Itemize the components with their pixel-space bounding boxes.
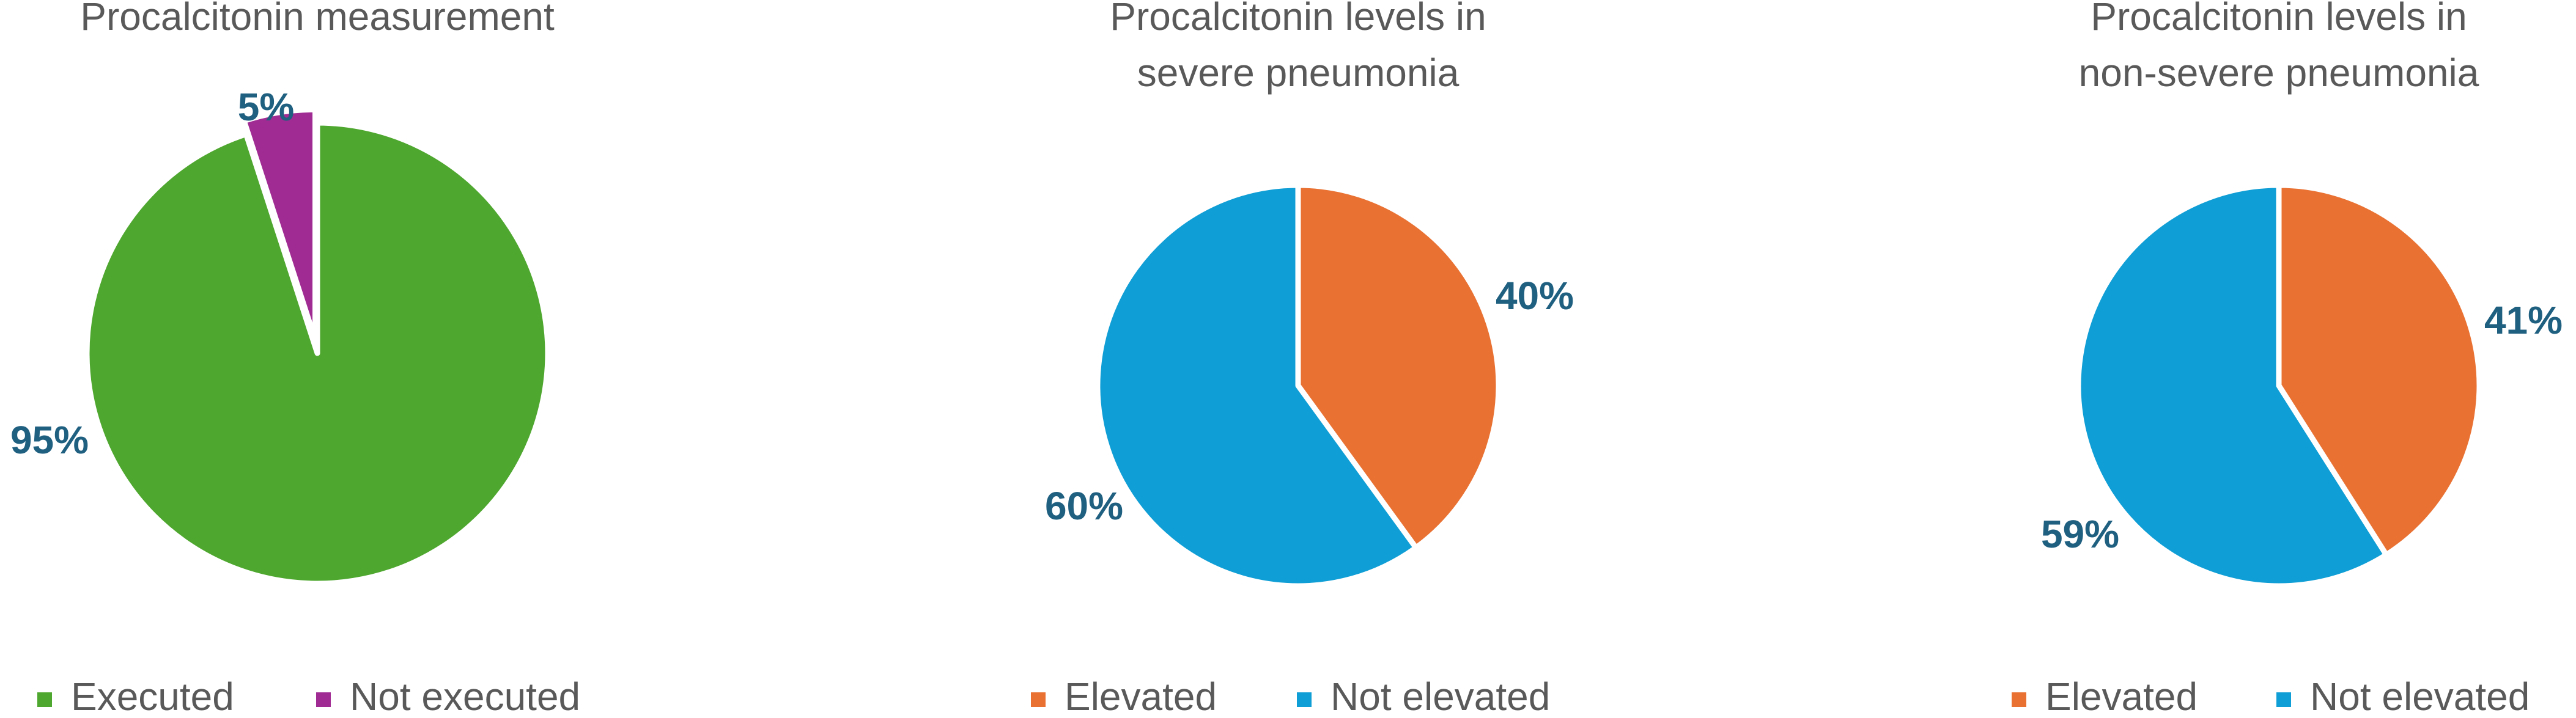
pie-slice: [1295, 182, 1502, 551]
data-label: 95%: [10, 418, 89, 462]
legend-marker: [1297, 692, 1312, 707]
pie-chart: Procalcitonin levels in severe pneumonia 4…: [1031, 0, 1574, 718]
data-label: 40%: [1496, 274, 1574, 318]
legend-label: Elevated: [1065, 675, 1217, 718]
data-label: 60%: [1045, 484, 1123, 528]
pie-slice: [2075, 182, 2390, 589]
chart-title: Procalcitonin measurement: [80, 0, 555, 38]
chart-title: Procalcitonin levels in: [1110, 0, 1486, 38]
pie-chart: Procalcitonin measurement 95% Executed 5% No…: [10, 0, 580, 718]
chart-title: Procalcitonin levels in: [2091, 0, 2467, 38]
data-label: 59%: [2041, 512, 2119, 556]
pie-chart: Procalcitonin levels in non-severe pneumo…: [2012, 0, 2563, 718]
legend-marker: [2012, 692, 2026, 707]
legend-label: Elevated: [2045, 675, 2198, 718]
legend-label: Not executed: [350, 675, 580, 718]
legend-label: Not elevated: [2310, 675, 2530, 718]
legend-label: Executed: [71, 675, 234, 718]
legend-marker: [37, 692, 52, 707]
legend-marker: [2276, 692, 2291, 707]
data-label: 5%: [238, 85, 295, 129]
legend-marker: [1031, 692, 1046, 707]
pie-slice: [1094, 182, 1419, 589]
data-label: 41%: [2484, 298, 2563, 342]
legend-marker: [316, 692, 331, 707]
pie-slice: [84, 120, 551, 587]
legend-label: Not elevated: [1330, 675, 1550, 718]
pie-slice: [241, 106, 319, 343]
chart-title: severe pneumonia: [1137, 51, 1460, 95]
chart-title: non-severe pneumonia: [2079, 51, 2479, 95]
